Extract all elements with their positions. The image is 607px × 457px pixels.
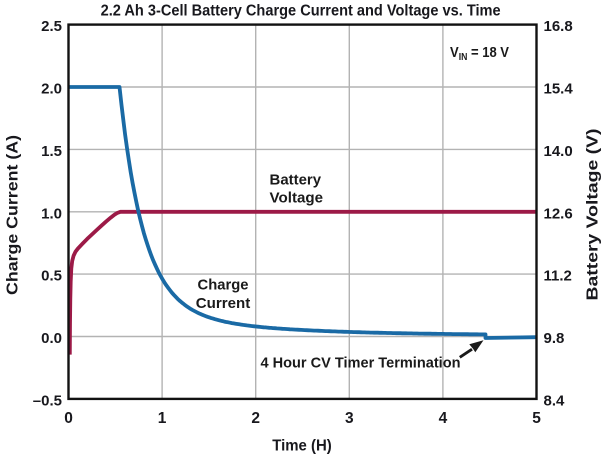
- svg-text:1: 1: [158, 410, 167, 427]
- svg-text:2.5: 2.5: [41, 18, 62, 35]
- svg-text:8.4: 8.4: [544, 393, 566, 410]
- svg-text:VIN = 18 V: VIN = 18 V: [450, 44, 509, 63]
- svg-text:5: 5: [532, 410, 541, 427]
- svg-text:12.6: 12.6: [544, 205, 573, 222]
- svg-text:2.2 Ah 3-Cell Battery Charge C: 2.2 Ah 3-Cell Battery Charge Current and…: [101, 3, 501, 20]
- svg-text:1.0: 1.0: [41, 205, 62, 222]
- svg-text:Charge Current (A): Charge Current (A): [5, 135, 22, 295]
- svg-text:2: 2: [251, 410, 260, 427]
- svg-text:9.8: 9.8: [544, 330, 565, 347]
- svg-text:4 Hour CV Timer Termination: 4 Hour CV Timer Termination: [261, 354, 461, 371]
- svg-text:1.5: 1.5: [41, 143, 62, 160]
- svg-text:0: 0: [64, 410, 73, 427]
- svg-text:15.4: 15.4: [544, 81, 574, 98]
- svg-text:14.0: 14.0: [544, 143, 573, 160]
- svg-text:0.5: 0.5: [41, 268, 62, 285]
- svg-text:Current: Current: [196, 295, 251, 312]
- svg-text:Battery: Battery: [270, 171, 322, 188]
- svg-text:0.0: 0.0: [41, 330, 62, 347]
- svg-text:16.8: 16.8: [544, 18, 573, 35]
- svg-text:2.0: 2.0: [41, 81, 62, 98]
- svg-text:11.2: 11.2: [544, 268, 572, 285]
- svg-text:Voltage: Voltage: [270, 190, 324, 207]
- svg-text:Time (H): Time (H): [272, 438, 332, 455]
- svg-text:Battery Voltage (V): Battery Voltage (V): [585, 129, 602, 301]
- svg-text:Charge: Charge: [198, 277, 249, 294]
- svg-text:4: 4: [439, 410, 448, 427]
- svg-text:–0.5: –0.5: [33, 393, 62, 410]
- svg-text:3: 3: [345, 410, 354, 427]
